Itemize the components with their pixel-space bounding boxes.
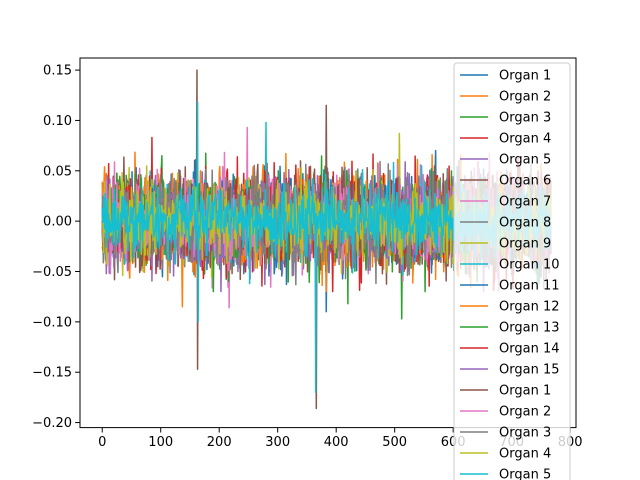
legend-label: Organ 7	[499, 195, 551, 210]
legend-label: Organ 1	[499, 384, 551, 399]
legend-label: Organ 15	[499, 363, 559, 378]
legend-label: Organ 11	[499, 279, 559, 294]
legend-label: Organ 10	[499, 258, 559, 273]
legend-label: Organ 13	[499, 321, 559, 336]
legend-label: Organ 14	[499, 342, 559, 357]
legend-box	[453, 62, 571, 480]
legend-label: Organ 4	[499, 447, 551, 462]
y-tick-label: −0.05	[32, 265, 72, 280]
legend-label: Organ 4	[499, 132, 551, 147]
x-tick-label: 500	[382, 435, 407, 450]
x-tick-label: 300	[265, 435, 290, 450]
legend-label: Organ 1	[499, 69, 551, 84]
y-tick-label: −0.15	[32, 366, 72, 381]
legend-label: Organ 2	[499, 90, 551, 105]
y-tick-label: −0.20	[32, 416, 72, 431]
x-tick-label: 200	[207, 435, 232, 450]
legend-label: Organ 8	[499, 216, 551, 231]
y-tick-label: 0.15	[43, 64, 72, 79]
x-tick-label: 400	[324, 435, 349, 450]
legend-label: Organ 5	[499, 153, 551, 168]
y-tick-label: 0.05	[43, 164, 72, 179]
y-tick-label: −0.10	[32, 315, 72, 330]
y-tick-label: 0.10	[43, 114, 72, 129]
legend: Organ 1 Organ 2 Organ 3 Organ 4 Organ 5 Organ…	[453, 62, 571, 480]
x-tick-label: 0	[98, 435, 106, 450]
legend-label: Organ 5	[499, 468, 551, 480]
legend-label: Organ 3	[499, 111, 551, 126]
x-tick-label: 100	[148, 435, 173, 450]
legend-label: Organ 2	[499, 405, 551, 420]
legend-label: Organ 6	[499, 174, 551, 189]
plot-frame	[79, 57, 577, 429]
legend-label: Organ 9	[499, 237, 551, 252]
legend-label: Organ 3	[499, 426, 551, 441]
legend-label: Organ 12	[499, 300, 559, 315]
y-tick-label: 0.00	[43, 215, 72, 230]
